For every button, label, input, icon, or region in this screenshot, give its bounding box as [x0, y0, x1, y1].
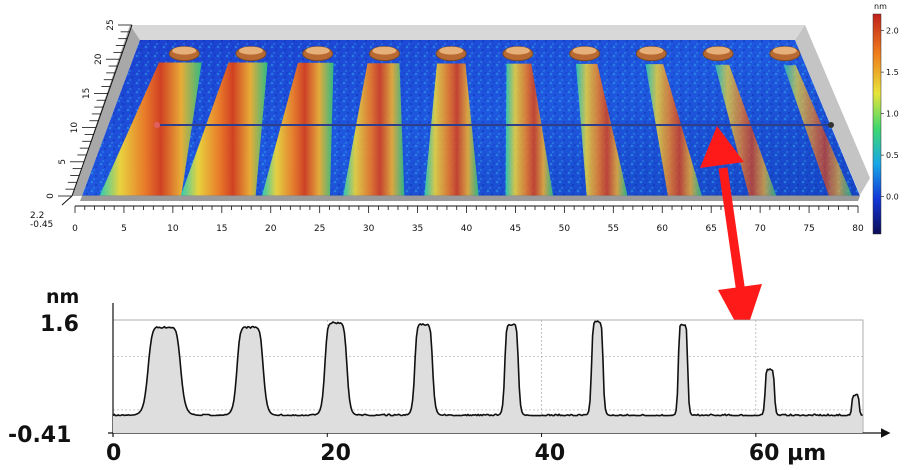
surface-stripes: [99, 62, 853, 197]
x-tick-label: 45: [510, 224, 521, 234]
colorbar-tick-label: 0.0: [886, 193, 899, 202]
x-tick-label: 0: [72, 224, 78, 234]
profile-ylabel: nm: [46, 286, 79, 308]
x-tick-label: 25: [314, 224, 325, 234]
surface-pad-top: [305, 46, 330, 55]
surface-stripe: [714, 64, 777, 196]
x-tick-label: 30: [363, 224, 375, 234]
colorbar: nm 2.0 1.5 1.0 0.5 0.0: [872, 2, 899, 235]
surface-stripe: [99, 62, 202, 196]
x-tick-label: 80: [852, 224, 864, 234]
arrow-head-top: [700, 126, 744, 168]
profile-x-tick-label: 20: [320, 441, 351, 466]
colorbar-tick-label: 1.0: [886, 110, 899, 119]
x-tick-label: 35: [412, 224, 423, 234]
x-axis-ticks: 0 5 10 15 20 25 30 35 40 45 50 55 60 65 70 75 80: [72, 206, 864, 234]
surface-stripe: [645, 64, 702, 196]
arrow-head-bottom: [718, 284, 762, 338]
surface-pad-top: [505, 46, 530, 55]
profile-x-ticks: 0 20 40 60 µm: [106, 433, 826, 466]
colorbar-unit: nm: [874, 2, 887, 11]
surface-pad-top: [572, 46, 597, 55]
profile-cut-start: [154, 122, 160, 128]
surface-pad-top: [372, 46, 397, 55]
z-tick-label-bottom: -0.45: [30, 220, 53, 230]
surface-stripe: [505, 63, 554, 197]
double-arrow: [700, 126, 762, 338]
x-tick-label: 20: [265, 224, 277, 234]
surface-front-face: [80, 196, 860, 201]
colorbar-gradient: [872, 13, 882, 235]
profile-x-tick-label: 0: [106, 441, 121, 466]
x-tick-label: 5: [121, 224, 127, 234]
y-axis-ticks: 0 5 10 15 20 25: [46, 19, 132, 199]
profile-area: [113, 321, 863, 433]
colorbar-tick-label: 1.5: [886, 68, 899, 77]
surface-stripe: [180, 62, 268, 196]
surface-pad-top: [772, 46, 797, 55]
y-tick-label: 25: [106, 19, 116, 30]
profile-x-tick-label: 40: [535, 441, 566, 466]
x-tick-label: 40: [461, 224, 473, 234]
surface-pad-top: [706, 46, 731, 55]
x-tick-label: 10: [167, 224, 179, 234]
x-tick-label: 75: [803, 224, 814, 234]
surface-stripe: [575, 63, 628, 196]
y-tick-label: 0: [46, 193, 56, 199]
surface-right-wall: [795, 25, 870, 195]
profile-line: [112, 320, 863, 417]
y-tick-label: 15: [82, 88, 92, 99]
profile-ytick-bottom: -0.41: [8, 423, 71, 448]
surface-left-wall: [72, 25, 140, 196]
surface-stripe: [261, 62, 334, 196]
y-axis-line: [71, 24, 133, 197]
surface-stripe: [424, 63, 479, 196]
surface-stripe: [343, 63, 405, 197]
surface-pads: [168, 46, 801, 62]
surface-pad-top: [238, 46, 263, 55]
x-tick-label: 50: [559, 224, 571, 234]
y-tick-label: 20: [94, 53, 104, 65]
y-tick-label: 5: [58, 159, 68, 165]
height-profile: nm 1.6 -0.41 0 20 40 60 µm: [8, 286, 891, 466]
z-axis-line: [61, 195, 73, 206]
z-tick-label-top: 2.2: [30, 211, 44, 221]
surface-back-wall: [130, 25, 805, 40]
x-tick-label: 55: [608, 224, 619, 234]
surface-pad-top: [639, 46, 664, 55]
surface-pad-top: [439, 46, 464, 55]
surface-stripe: [783, 65, 853, 196]
profile-cut-end: [828, 122, 834, 128]
y-tick-label: 10: [70, 122, 80, 134]
afm-3d-surface: 0 5 10 15 20 25 30 35 40 45 50 55 60 65 70 75 80 0 5 10 15 2…: [30, 19, 870, 234]
arrow-shaft: [718, 167, 746, 294]
profile-ytick-top: 1.6: [40, 312, 79, 337]
colorbar-ticks: 2.0 1.5 1.0 0.5 0.0: [881, 27, 899, 202]
x-tick-label: 15: [216, 224, 227, 234]
x-tick-label: 70: [754, 224, 766, 234]
x-tick-label: 65: [705, 224, 716, 234]
colorbar-tick-label: 0.5: [886, 151, 899, 160]
profile-x-tick-label: 60 µm: [749, 441, 826, 466]
colorbar-tick-label: 2.0: [886, 27, 899, 36]
x-tick-label: 60: [657, 224, 669, 234]
surface-pad-top: [172, 46, 197, 55]
